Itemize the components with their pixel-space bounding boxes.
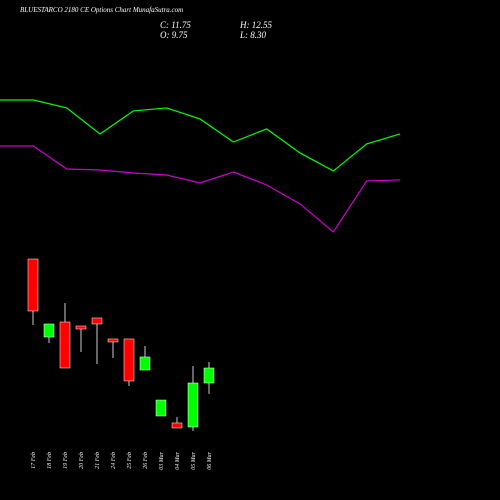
- high-label: H: 12.55: [239, 20, 272, 30]
- candle-body: [123, 338, 135, 382]
- candle-body: [187, 382, 199, 428]
- x-tick-label: 25 Feb: [127, 452, 133, 469]
- candle-body: [91, 317, 103, 325]
- x-tick-label: 24 Feb: [110, 452, 117, 469]
- candle-body: [171, 422, 183, 429]
- x-tick-label: 26 Feb: [143, 452, 149, 469]
- x-tick-label: 17 Feb: [31, 452, 37, 469]
- candle-body: [155, 399, 167, 417]
- line-series: [0, 99, 401, 172]
- x-tick-label: 04 Mar: [174, 451, 181, 469]
- x-tick-label: 03 Mar: [159, 451, 165, 469]
- x-tick-label: 18 Feb: [47, 452, 53, 469]
- candle-body: [27, 258, 39, 312]
- chart-title: BLUESTARCO 2180 CE Options Chart MunafaS…: [20, 6, 183, 14]
- x-tick-label: 20 Feb: [79, 452, 85, 469]
- candle-body: [59, 321, 71, 369]
- candle-body: [203, 367, 215, 384]
- candle-body: [75, 325, 87, 330]
- x-tick-label: 06 Mar: [207, 451, 213, 469]
- open-label: O: 9.75: [160, 30, 188, 40]
- x-tick-label: 21 Feb: [95, 452, 101, 469]
- x-tick-label: 19 Feb: [63, 452, 69, 469]
- close-label: C: 11.75: [160, 20, 191, 30]
- candle-body: [107, 338, 119, 343]
- candle-body: [139, 356, 151, 371]
- low-label: L: 8.30: [239, 30, 267, 40]
- line-series: [0, 145, 401, 233]
- candle-body: [43, 323, 55, 338]
- x-tick-label: 05 Mar: [191, 451, 197, 469]
